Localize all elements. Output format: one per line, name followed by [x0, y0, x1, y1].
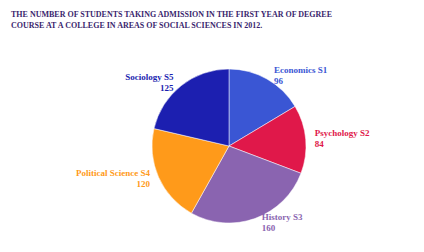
svg-text:120: 120	[136, 179, 150, 189]
svg-text:History S3: History S3	[262, 212, 303, 222]
svg-text:Political Science S4: Political Science S4	[76, 168, 150, 178]
svg-text:Economics S1: Economics S1	[274, 65, 328, 75]
svg-text:96: 96	[274, 76, 284, 86]
svg-text:125: 125	[160, 83, 174, 93]
svg-text:Psychology S2: Psychology S2	[315, 128, 370, 138]
svg-text:Sociology S5: Sociology S5	[125, 72, 174, 82]
svg-text:THE NUMBER OF STUDENTS TAKING: THE NUMBER OF STUDENTS TAKING ADMISSION …	[11, 10, 334, 19]
svg-text:COURSE AT A COLLEGE IN AREAS O: COURSE AT A COLLEGE IN AREAS OF SOCIAL S…	[11, 21, 262, 30]
svg-text:160: 160	[262, 223, 276, 233]
svg-text:84: 84	[315, 139, 325, 149]
